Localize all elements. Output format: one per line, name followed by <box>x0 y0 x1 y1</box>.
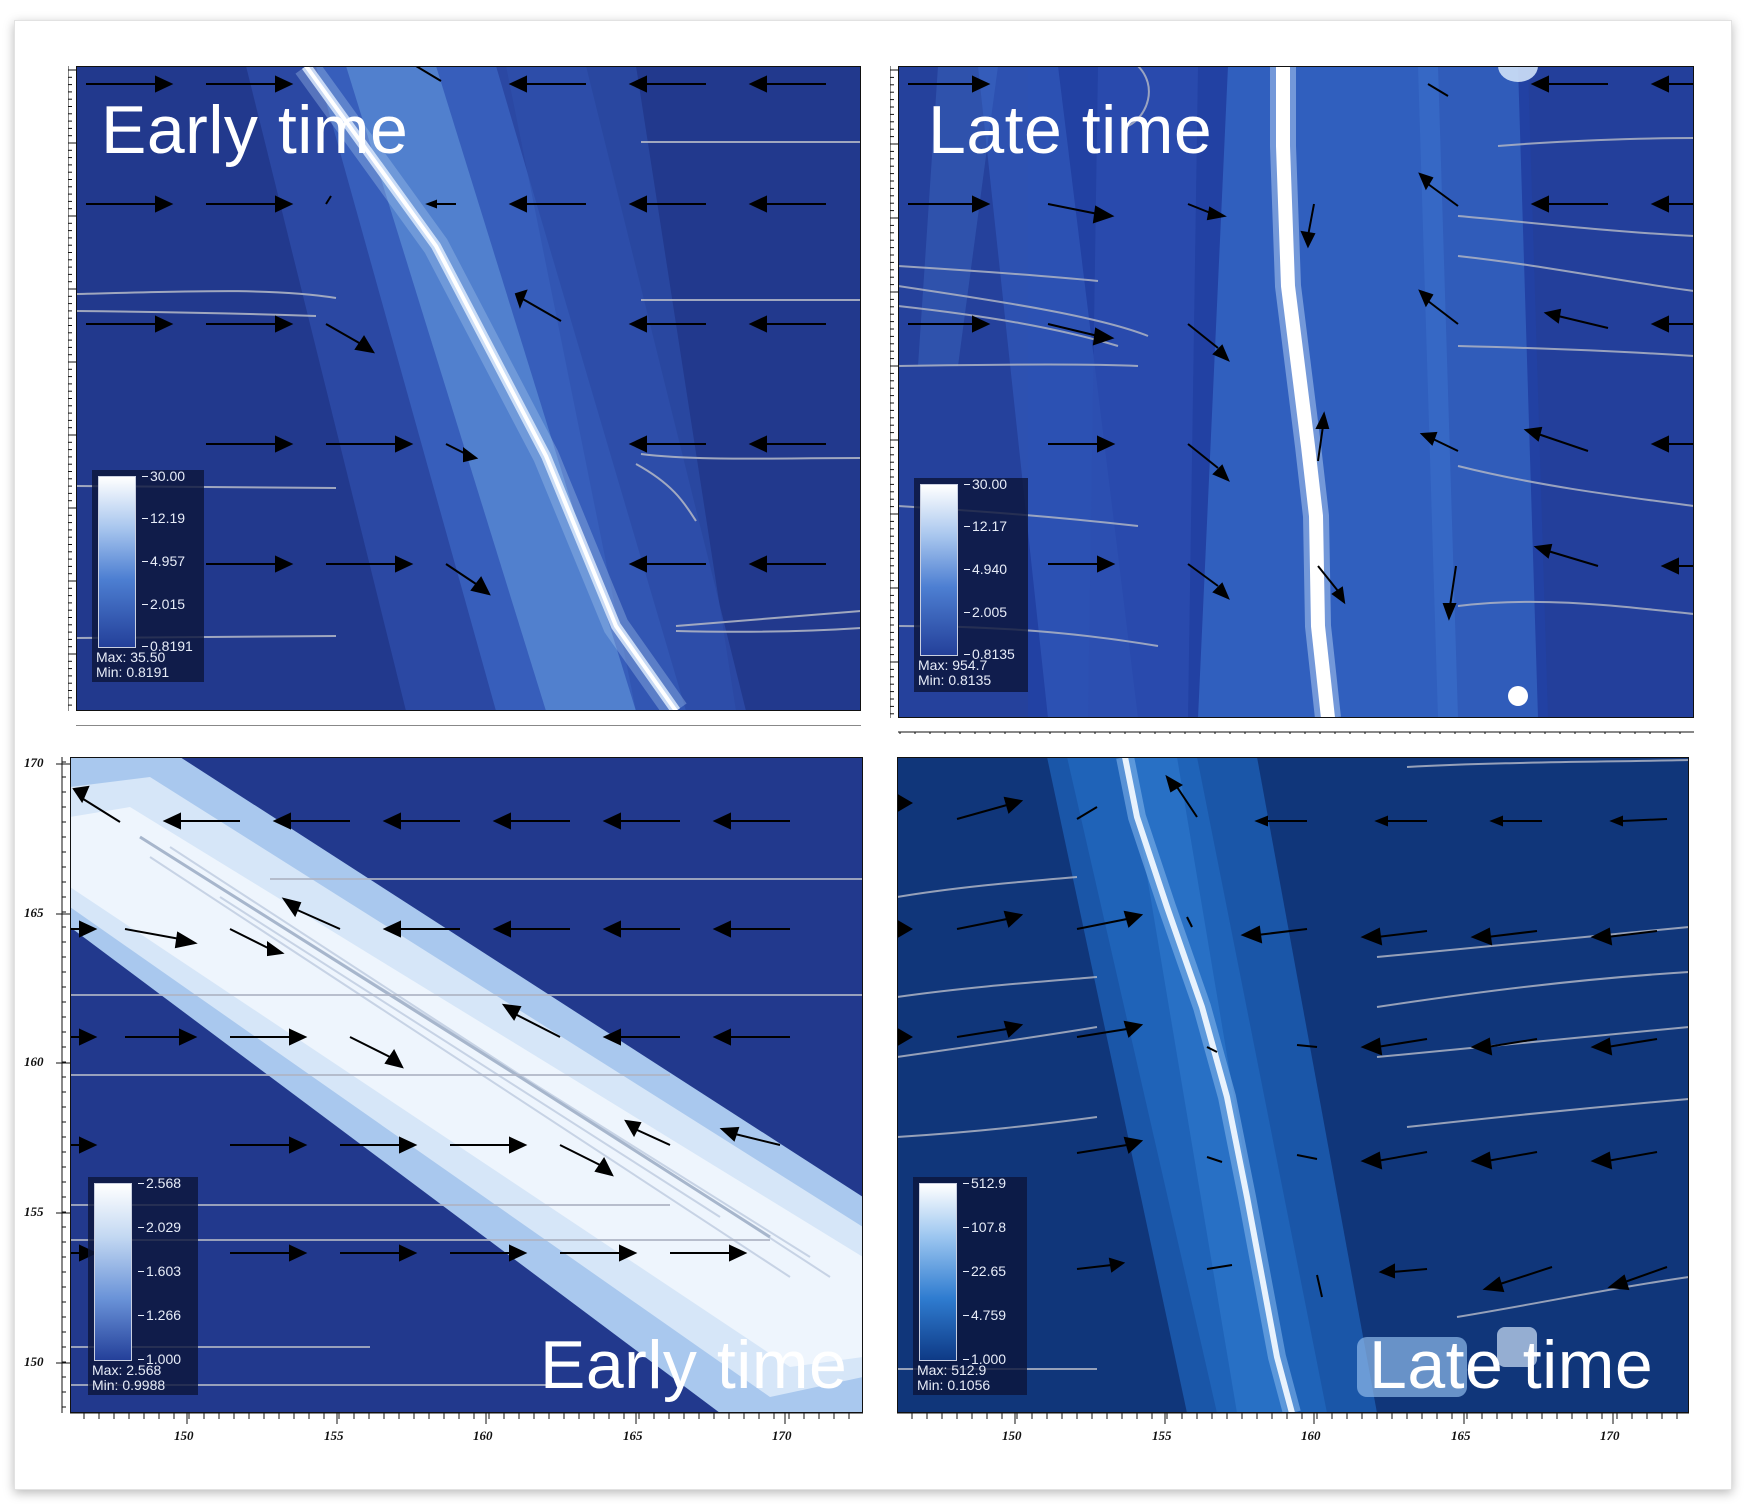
colorbar-min: Min: 0.9988 <box>92 1377 166 1393</box>
panel-label-top-left: Early time <box>101 92 409 168</box>
colorbar-tick: 2.015 <box>141 596 186 612</box>
colorbar-max: Max: 35.50 <box>96 649 166 665</box>
colorbar-tick: 1.000 <box>137 1351 182 1367</box>
x-tick-label: 155 <box>324 1428 344 1443</box>
colorbar-tick: 1.266 <box>137 1307 182 1323</box>
panel-label-bottom-right: Late time <box>1369 1327 1654 1403</box>
colorbar-top-right: 30.00 12.17 4.940 2.005 0.8135 Max: 954.… <box>914 476 1028 692</box>
x-tick-label: 160 <box>1301 1428 1321 1443</box>
x-tick-label: 155 <box>1152 1428 1172 1443</box>
colorbar-bottom-left: 2.568 2.029 1.603 1.266 1.000 Max: 2.568… <box>88 1175 198 1395</box>
colorbar-tick: 4.957 <box>141 553 186 569</box>
field-plot-top-right <box>898 66 1694 718</box>
colorbar-tick: 1.000 <box>962 1351 1007 1367</box>
colorbar-gradient <box>919 1183 957 1361</box>
x-tick-label: 165 <box>1451 1428 1471 1443</box>
x-tick-label: 160 <box>473 1428 493 1443</box>
colorbar-tick: 2.005 <box>963 604 1008 620</box>
x-tick-label: 170 <box>1600 1428 1620 1443</box>
colorbar-top-left: 30.00 12.19 4.957 2.015 0.8191 Max: 35.5… <box>92 468 204 682</box>
y-tick-label: 170 <box>24 755 44 770</box>
colorbar-tick: 512.9 <box>962 1175 1007 1191</box>
colorbar-tick: 2.568 <box>137 1175 182 1191</box>
colorbar-gradient <box>94 1183 132 1361</box>
colorbar-tick: 30.00 <box>141 468 186 484</box>
x-tick-label: 150 <box>174 1428 194 1443</box>
field-plot-bottom-right <box>897 757 1689 1413</box>
colorbar-tick: 0.8191 <box>142 638 193 654</box>
colorbar-tick: 2.029 <box>137 1219 182 1235</box>
panel-top-right: Late time 30.00 12.17 4.940 2.005 0.8135… <box>890 66 1694 734</box>
colorbar-max: Max: 2.568 <box>92 1362 162 1378</box>
x-tick-label: 165 <box>623 1428 643 1443</box>
plot-frame-top-left <box>76 66 861 711</box>
colorbar-tick: 12.17 <box>963 518 1008 534</box>
y-tick-label: 160 <box>24 1054 44 1069</box>
panel-label-top-right: Late time <box>928 92 1213 168</box>
colorbar-tick: 0.8135 <box>964 646 1015 662</box>
colorbar-min: Min: 0.1056 <box>917 1377 991 1393</box>
colorbar-min: Min: 0.8191 <box>96 664 170 680</box>
colorbar-tick: 4.759 <box>962 1307 1007 1323</box>
colorbar-gradient <box>920 484 958 656</box>
colorbar-tick: 22.65 <box>962 1263 1007 1279</box>
colorbar-gradient <box>98 476 136 648</box>
colorbar-tick: 12.19 <box>141 510 186 526</box>
axis-ticks-top-left <box>68 66 861 726</box>
field-plot-bottom-left <box>70 757 863 1413</box>
x-tick-label: 170 <box>772 1428 792 1443</box>
panel-bottom-left: Early time 2.568 2.029 1.603 1.266 1.000… <box>70 757 863 1413</box>
y-tick-label: 150 <box>24 1354 44 1369</box>
panel-bottom-right: Late time 512.9 107.8 22.65 4.759 1.000 … <box>897 757 1689 1413</box>
y-tick-label: 155 <box>24 1204 44 1219</box>
colorbar-tick: 4.940 <box>963 561 1008 577</box>
field-plot-top-left <box>76 66 861 711</box>
colorbar-min: Min: 0.8135 <box>918 672 992 688</box>
axis-ticks-top-right <box>890 66 1694 734</box>
plot-frame-top-right <box>898 66 1694 718</box>
x-tick-label: 150 <box>1002 1428 1022 1443</box>
colorbar-max: Max: 512.9 <box>917 1362 987 1378</box>
colorbar-tick: 1.603 <box>137 1263 182 1279</box>
colorbar-bottom-right: 512.9 107.8 22.65 4.759 1.000 Max: 512.9… <box>913 1175 1027 1395</box>
panel-label-bottom-left: Early time <box>540 1327 848 1403</box>
y-tick-label: 165 <box>24 905 44 920</box>
colorbar-tick: 107.8 <box>962 1219 1007 1235</box>
panel-top-left: Early time 30.00 12.19 4.957 2.015 0.819… <box>68 66 861 726</box>
colorbar-tick: 30.00 <box>963 476 1008 492</box>
colorbar-max: Max: 954.7 <box>918 657 988 673</box>
